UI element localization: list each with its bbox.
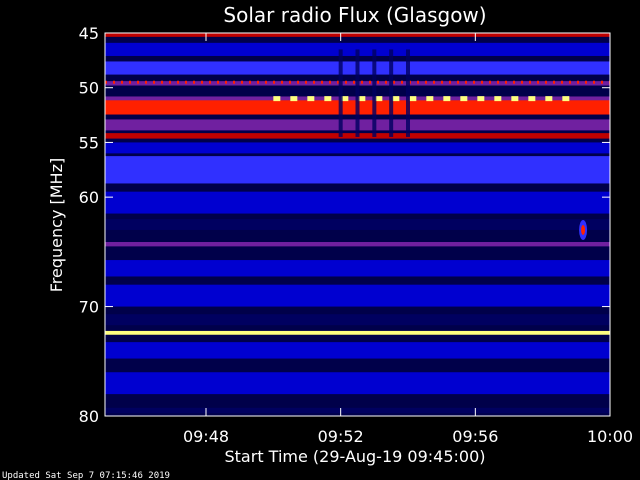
x-tick-label: 10:00 (587, 427, 633, 446)
band-11 (105, 219, 610, 230)
band-16 (105, 330, 610, 335)
streak-1 (355, 49, 360, 137)
band-13 (105, 260, 610, 277)
band-17 (105, 342, 610, 359)
chart-title: Solar radio Flux (Glasgow) (223, 3, 486, 27)
x-tick-label: 09:56 (452, 427, 498, 446)
y-axis: 45 50 55 60 70 80 (79, 24, 610, 426)
plot-frame (104, 32, 611, 417)
burst-spot (581, 224, 586, 235)
band-9 (105, 156, 610, 184)
y-tick-label: 70 (79, 298, 99, 317)
band-10 (105, 191, 610, 214)
y-tick-label: 55 (79, 133, 99, 152)
y-tick-label: 80 (79, 407, 99, 426)
band-19 (105, 407, 610, 414)
band-18 (105, 372, 610, 395)
x-axis: 09:48 09:52 09:56 10:00 (183, 33, 633, 446)
x-tick-label: 09:52 (318, 427, 364, 446)
streak-4 (406, 49, 410, 137)
band-12 (105, 242, 610, 247)
y-tick-label: 45 (79, 24, 99, 43)
update-timestamp: Updated Sat Sep 7 07:15:46 2019 (2, 471, 170, 480)
band-1 (105, 42, 610, 56)
streak-0 (338, 49, 343, 137)
y-axis-label: Frequency [MHz] (47, 158, 66, 292)
band-0 (105, 33, 610, 37)
streak-3 (389, 49, 394, 137)
y-tick-label: 60 (79, 188, 99, 207)
band-15 (105, 314, 610, 326)
band-8 (105, 142, 610, 154)
burst-features (105, 49, 610, 240)
streak-2 (372, 49, 377, 137)
x-axis-label: Start Time (29-Aug-19 09:45:00) (225, 447, 486, 466)
x-tick-label: 09:48 (183, 427, 229, 446)
band-14 (105, 284, 610, 307)
y-tick-label: 50 (79, 79, 99, 98)
